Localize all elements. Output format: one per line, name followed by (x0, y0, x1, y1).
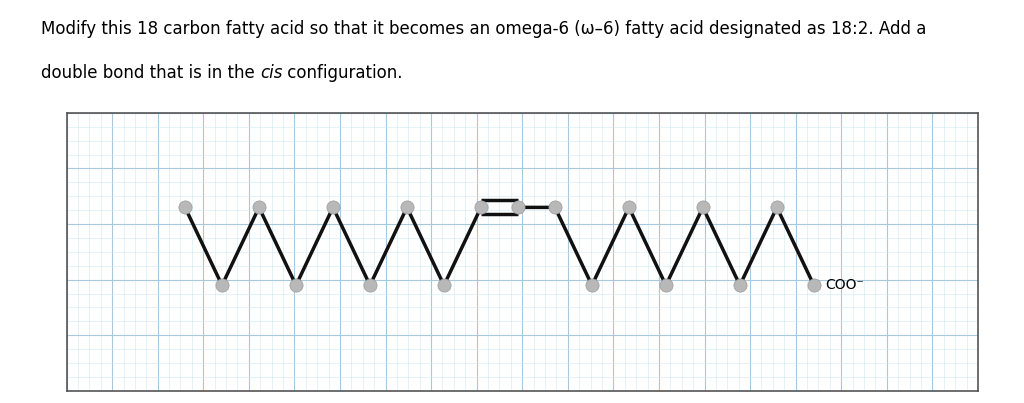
Text: double bond that is in the: double bond that is in the (41, 64, 260, 83)
Point (177, 204, 194, 211)
Text: COO⁻: COO⁻ (824, 278, 863, 292)
Point (436, 282, 453, 289)
Point (398, 204, 415, 211)
Point (547, 204, 563, 211)
Text: Modify this 18 carbon fatty acid so that it becomes an omega-6 (ω–6) fatty acid : Modify this 18 carbon fatty acid so that… (41, 20, 927, 38)
Point (510, 204, 526, 211)
Point (657, 282, 674, 289)
Point (694, 204, 711, 211)
Point (288, 282, 304, 289)
Point (325, 204, 341, 211)
Point (214, 282, 230, 289)
Point (769, 204, 785, 211)
Point (732, 282, 749, 289)
Point (584, 282, 600, 289)
Point (361, 282, 378, 289)
Text: configuration.: configuration. (283, 64, 402, 83)
Point (621, 204, 637, 211)
Point (806, 282, 822, 289)
Point (251, 204, 267, 211)
Text: cis: cis (260, 64, 283, 83)
Point (473, 204, 489, 211)
